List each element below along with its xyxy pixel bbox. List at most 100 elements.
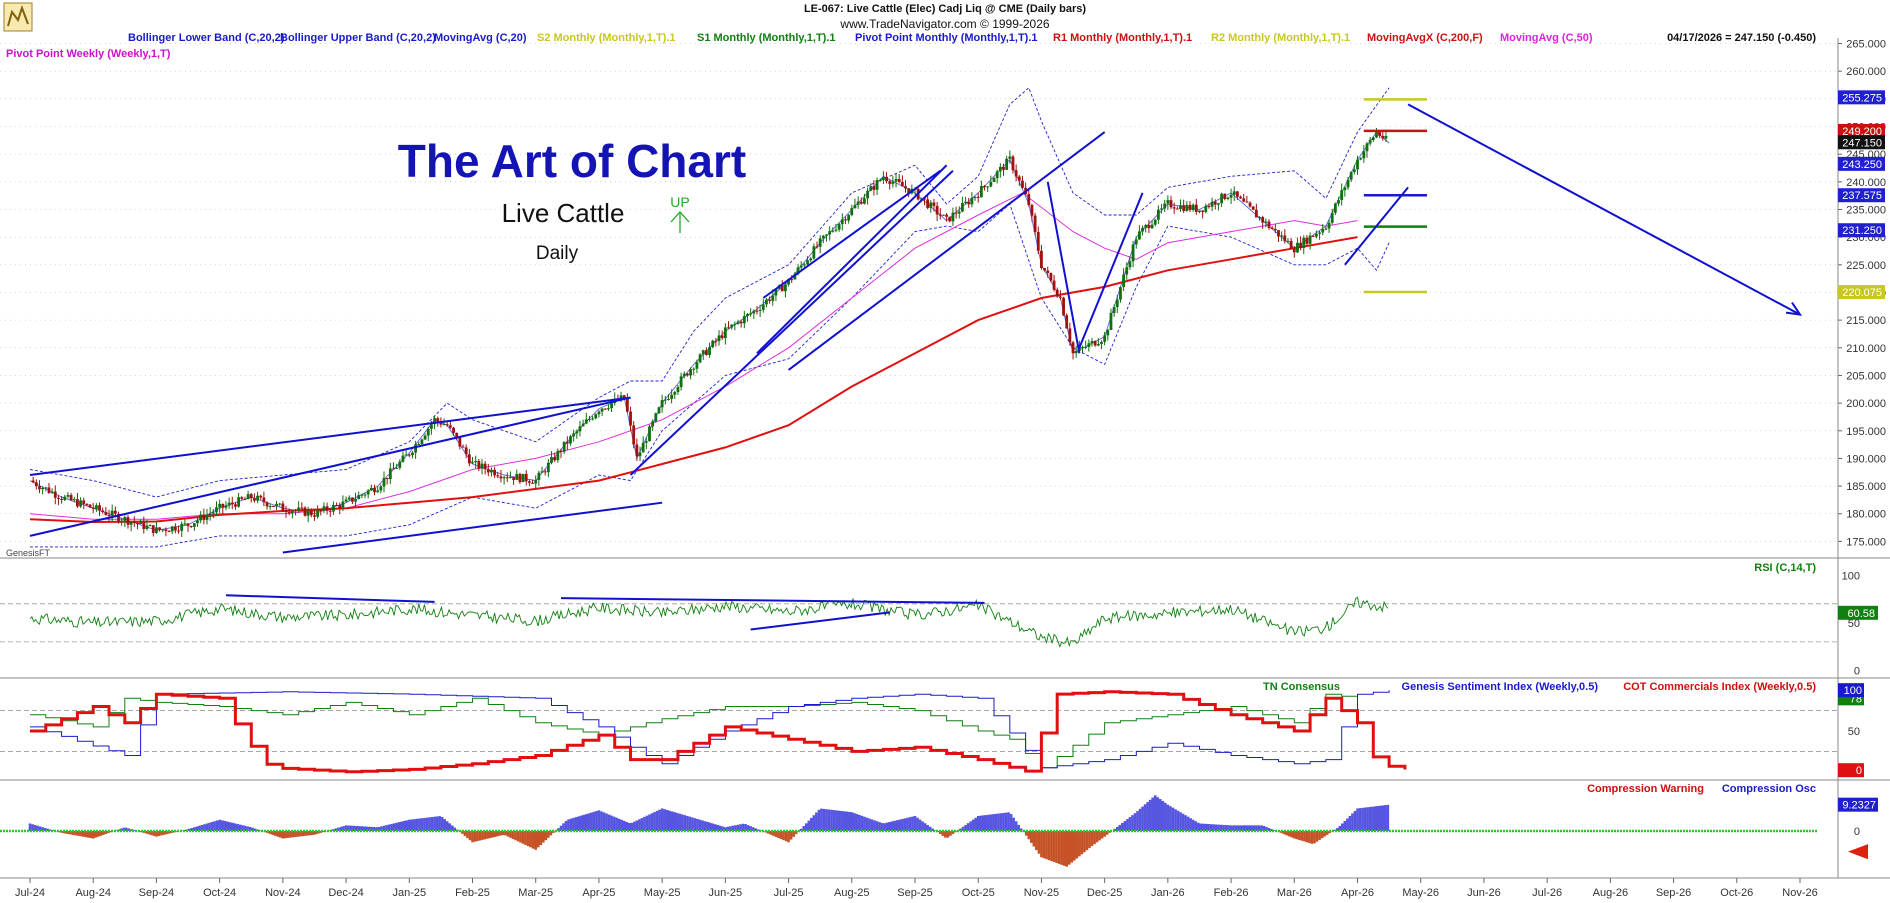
candle-body: [1112, 307, 1116, 313]
candle-body: [1381, 135, 1385, 139]
candle-body: [328, 510, 332, 512]
legend-item: Bollinger Upper Band (C,20,2): [280, 32, 436, 44]
candle-body: [1305, 237, 1309, 244]
candle-body: [47, 487, 51, 493]
candle-body: [550, 457, 553, 463]
candle-body: [1087, 343, 1091, 347]
candle-body: [670, 394, 674, 399]
candle-body: [76, 499, 79, 507]
candle-body: [1021, 180, 1024, 188]
candle-body: [79, 500, 82, 507]
candle-body: [486, 469, 490, 473]
candle-body: [1169, 200, 1173, 208]
candle-body: [211, 512, 215, 514]
candle-body: [1134, 239, 1138, 245]
candle-body: [850, 208, 854, 216]
candle-body: [676, 387, 680, 393]
candle-body: [1049, 272, 1053, 281]
candle-body: [256, 495, 259, 501]
candle-body: [398, 461, 402, 468]
x-tick-label: Jun-26: [1467, 887, 1501, 899]
candle-body: [1175, 208, 1179, 210]
candle-body: [1245, 201, 1249, 203]
trendline: [1078, 192, 1144, 349]
candle-body: [1239, 196, 1242, 199]
candle-body: [1229, 194, 1233, 198]
candle-body: [1156, 209, 1160, 220]
candle-body: [825, 234, 828, 236]
candle-body: [1210, 201, 1214, 207]
candle-body: [1223, 193, 1227, 199]
legend-item: S2 Monthly (Monthly,1,T).1: [537, 32, 676, 44]
candle-body: [758, 309, 762, 311]
candle-body: [335, 504, 338, 506]
candle-body: [793, 273, 797, 280]
candle-body: [167, 531, 171, 533]
rsi-trendline: [560, 597, 985, 604]
candle-body: [1052, 280, 1056, 290]
candle-body: [644, 441, 648, 443]
candle-body: [625, 397, 629, 412]
candle-body: [1217, 203, 1220, 205]
candle-body: [1179, 205, 1182, 210]
x-tick-label: Nov-26: [1782, 887, 1817, 899]
candle-body: [948, 216, 952, 222]
candle-body: [1011, 156, 1015, 171]
price-tick-label: 185.000: [1846, 481, 1886, 493]
candle-body: [888, 181, 892, 184]
candle-body: [787, 279, 790, 285]
candle-body: [72, 499, 76, 501]
candle-body: [1198, 210, 1201, 213]
candle-body: [935, 205, 939, 215]
candle-body: [1182, 205, 1186, 211]
candle-body: [594, 414, 598, 419]
x-tick-label: Mar-26: [1277, 887, 1312, 899]
candle-body: [1201, 210, 1205, 212]
candle-body: [215, 507, 218, 513]
axis-value-tag-label: 243.250: [1842, 159, 1882, 171]
candle-body: [1081, 347, 1084, 349]
candle-body: [970, 197, 974, 205]
candle-body: [686, 373, 689, 376]
candle-body: [1138, 231, 1141, 240]
candle-body: [467, 454, 471, 464]
rsi-tick-label: 50: [1848, 618, 1860, 630]
candle-body: [629, 411, 632, 426]
candle-body: [562, 441, 566, 452]
price-pane: [29, 87, 1803, 554]
price-tick-label: 205.000: [1846, 370, 1886, 382]
candle-body: [1106, 330, 1110, 336]
candle-body: [53, 491, 57, 498]
candle-body: [189, 526, 193, 528]
candle-body: [806, 260, 809, 265]
candle-body: [360, 494, 364, 496]
sentiment-series-line: [30, 693, 1358, 769]
watermark: GenesisFT: [6, 548, 51, 558]
candle-body: [679, 376, 683, 388]
candle-body: [569, 436, 572, 444]
candle-body: [663, 399, 667, 401]
candle-body: [610, 403, 613, 409]
legend-item: MovingAvgX (C,200,F): [1367, 32, 1483, 44]
candle-body: [1277, 230, 1280, 237]
rsi-trendline: [750, 611, 890, 631]
candle-body: [458, 437, 462, 447]
candle-body: [733, 323, 737, 325]
logo-icon[interactable]: [3, 2, 33, 32]
candle-body: [1131, 244, 1135, 262]
candle-body: [284, 510, 288, 513]
candle-body: [1296, 242, 1299, 253]
trend-up-label: UP: [670, 194, 689, 210]
candle-body: [1093, 341, 1097, 346]
osc-tick-label: 0: [1854, 826, 1860, 838]
overlay-timeframe: Daily: [536, 243, 579, 264]
axis-value-tag-label: 247.150: [1842, 137, 1882, 149]
candle-body: [1248, 202, 1252, 207]
candle-body: [357, 495, 361, 500]
candle-body: [749, 313, 753, 315]
candle-body: [1125, 267, 1129, 275]
candle-body: [117, 513, 120, 522]
candle-body: [859, 201, 863, 204]
candle-body: [964, 201, 967, 204]
